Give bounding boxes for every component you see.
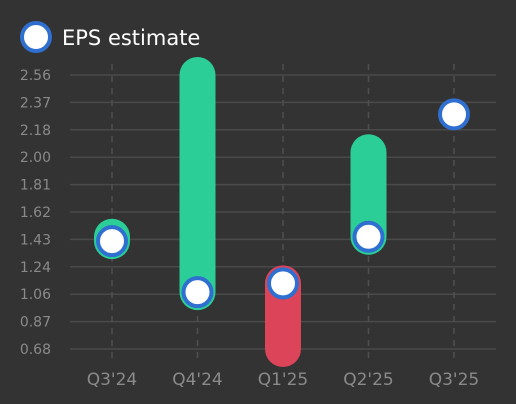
x-tick-label: Q3'25: [429, 370, 480, 390]
y-tick-label: 1.24: [20, 260, 51, 276]
x-tick-label: Q1'25: [258, 370, 309, 390]
y-tick-label: 0.68: [20, 342, 51, 358]
estimate-marker: [96, 225, 128, 258]
y-tick-label: 1.62: [20, 205, 51, 221]
axis-layer: 0.68 0.87 1.06 1.24 1.43 1.62 1.81 2.00 2.18 2.37…: [20, 68, 479, 390]
y-tick-label: 1.06: [20, 287, 51, 303]
legend: EPS estimate: [20, 21, 200, 53]
x-tick-label: Q4'24: [172, 370, 223, 390]
y-tick-label: 1.81: [20, 178, 51, 194]
legend-marker-icon: [20, 21, 52, 53]
estimate-marker: [267, 267, 299, 300]
y-tick-label: 2.18: [20, 123, 51, 139]
estimate-marker: [181, 276, 214, 309]
marker-layer: [96, 98, 470, 309]
estimate-marker: [352, 220, 385, 253]
y-tick-label: 0.87: [20, 315, 51, 331]
y-tick-label: 2.37: [20, 95, 51, 111]
y-tick-label: 2.00: [20, 150, 51, 166]
x-tick-label: Q2'25: [343, 370, 394, 390]
estimate-marker: [438, 98, 470, 131]
y-tick-label: 1.43: [20, 232, 51, 248]
x-tick-label: Q3'24: [87, 370, 138, 390]
y-tick-label: 2.56: [20, 68, 51, 84]
eps-bar: [179, 57, 216, 311]
legend-label: EPS estimate: [62, 26, 200, 50]
